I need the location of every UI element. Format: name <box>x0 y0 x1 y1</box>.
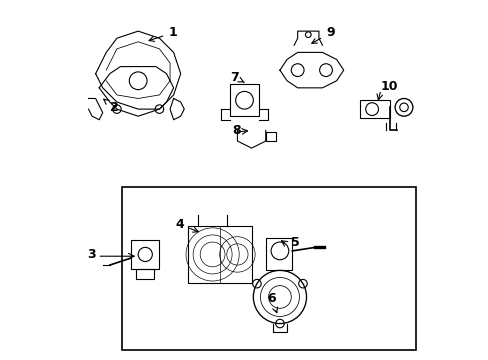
Text: 3: 3 <box>86 248 95 261</box>
Bar <box>359 100 389 118</box>
Text: 1: 1 <box>149 26 177 41</box>
Polygon shape <box>99 67 173 116</box>
Text: 9: 9 <box>311 26 334 43</box>
Bar <box>187 226 251 283</box>
Text: 6: 6 <box>267 292 277 313</box>
Text: 10: 10 <box>380 80 398 93</box>
Bar <box>122 187 416 350</box>
Bar <box>265 132 276 141</box>
Bar <box>265 238 292 270</box>
Polygon shape <box>279 53 343 88</box>
Bar <box>131 240 159 269</box>
Text: 7: 7 <box>230 71 244 84</box>
Text: 8: 8 <box>232 124 240 137</box>
Polygon shape <box>170 99 184 120</box>
Polygon shape <box>88 99 102 120</box>
Bar <box>136 269 154 279</box>
Polygon shape <box>96 31 181 109</box>
Text: 4: 4 <box>175 218 198 232</box>
Bar <box>230 84 258 116</box>
Text: 5: 5 <box>290 235 299 248</box>
Text: 2: 2 <box>103 99 118 114</box>
